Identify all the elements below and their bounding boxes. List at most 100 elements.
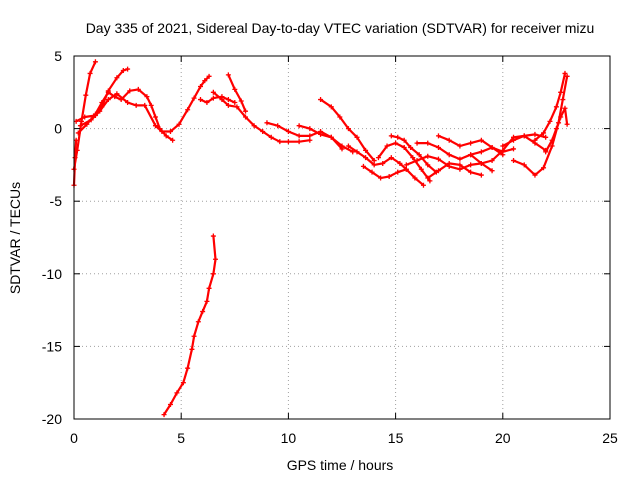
data-point-marker: [541, 165, 547, 171]
data-point-marker: [339, 143, 345, 149]
data-point-marker: [135, 86, 141, 92]
data-point-marker: [549, 143, 555, 149]
y-tick-label: -10: [42, 266, 62, 282]
data-point-marker: [500, 147, 506, 153]
data-point-marker: [170, 137, 176, 143]
data-point-marker: [210, 95, 216, 101]
data-point-marker: [425, 162, 431, 168]
data-point-marker: [120, 68, 126, 74]
data-point-marker: [243, 114, 249, 120]
data-point-marker: [468, 162, 474, 168]
data-point-marker: [410, 155, 416, 161]
data-point-marker: [285, 139, 291, 145]
data-point-marker: [558, 114, 564, 120]
data-point-marker: [159, 129, 165, 135]
data-point-marker: [238, 98, 244, 104]
series-arc-10: [296, 123, 356, 155]
data-point-marker: [425, 175, 431, 181]
data-point-marker: [82, 114, 88, 120]
data-point-marker: [446, 152, 452, 158]
chart-title: Day 335 of 2021, Sidereal Day-to-day VTE…: [86, 20, 595, 36]
data-point-marker: [384, 143, 390, 149]
data-point-marker: [268, 134, 274, 140]
data-point-marker: [180, 380, 186, 386]
data-point-marker: [97, 108, 103, 114]
data-point-marker: [296, 123, 302, 129]
data-point-marker: [88, 117, 94, 123]
series-arc-14: [375, 140, 433, 184]
series-arc-23: [532, 70, 568, 143]
data-point-marker: [371, 162, 377, 168]
data-point-marker: [152, 123, 158, 129]
series-arc-08: [210, 89, 313, 145]
data-point-marker: [380, 160, 386, 166]
data-point-marker: [532, 172, 538, 178]
data-point-marker: [328, 134, 334, 140]
data-point-marker: [386, 174, 392, 180]
data-point-marker: [511, 146, 517, 152]
x-tick-label: 0: [70, 430, 78, 446]
data-point-marker: [125, 99, 131, 105]
data-point-marker: [202, 78, 208, 84]
data-point-marker: [197, 83, 203, 89]
data-point-marker: [553, 126, 559, 132]
y-tick-label: -15: [42, 338, 62, 354]
data-point-marker: [425, 140, 431, 146]
data-point-marker: [161, 412, 167, 418]
data-point-marker: [307, 133, 313, 139]
data-point-marker: [521, 133, 527, 139]
data-point-marker: [92, 59, 98, 65]
series-arc-21: [500, 131, 549, 149]
data-point-marker: [174, 390, 180, 396]
data-point-marker: [478, 172, 484, 178]
data-point-marker: [397, 160, 403, 166]
data-point-marker: [307, 137, 313, 143]
series-arc-07: [225, 72, 249, 114]
data-point-marker: [457, 143, 463, 149]
data-point-marker: [562, 70, 568, 76]
series-line: [533, 72, 567, 142]
data-point-marker: [200, 309, 206, 315]
data-point-marker: [360, 163, 366, 169]
data-point-marker: [435, 144, 441, 150]
series-arc-25: [161, 233, 219, 418]
data-point-marker: [375, 155, 381, 161]
data-point-marker: [285, 129, 291, 135]
data-point-marker: [418, 166, 424, 172]
data-point-marker: [144, 94, 150, 100]
data-point-marker: [127, 88, 133, 94]
data-point-marker: [478, 160, 484, 166]
data-point-marker: [489, 168, 495, 174]
data-point-marker: [77, 123, 83, 129]
x-tick-label: 10: [281, 430, 297, 446]
data-point-marker: [296, 133, 302, 139]
axis-ticks: 0 5 10 15 20 25 5 0 -5 -10 -15 -20: [42, 48, 618, 446]
plot-frame: [73, 55, 611, 420]
data-point-marker: [416, 152, 422, 158]
data-point-marker: [425, 153, 431, 159]
data-point-marker: [225, 102, 231, 108]
data-point-marker: [412, 175, 418, 181]
data-point-marker: [167, 129, 173, 135]
data-point-marker: [420, 182, 426, 188]
data-point-marker: [401, 137, 407, 143]
data-point-marker: [328, 104, 334, 110]
data-point-marker: [553, 104, 559, 110]
data-point-marker: [234, 104, 240, 110]
data-point-marker: [264, 120, 270, 126]
y-tick-label: -5: [50, 193, 63, 209]
data-point-marker: [414, 140, 420, 146]
series-arc-15: [388, 133, 439, 175]
x-tick-label: 5: [177, 430, 185, 446]
data-point-marker: [219, 97, 225, 103]
data-point-marker: [232, 99, 238, 105]
data-point-marker: [414, 158, 420, 164]
y-tick-label: 0: [54, 121, 62, 137]
data-point-marker: [307, 126, 313, 132]
data-point-marker: [185, 107, 191, 113]
data-point-marker: [489, 144, 495, 150]
data-point-marker: [210, 89, 216, 95]
x-tick-label: 15: [388, 430, 404, 446]
data-point-marker: [296, 139, 302, 145]
x-tick-label: 25: [602, 430, 618, 446]
